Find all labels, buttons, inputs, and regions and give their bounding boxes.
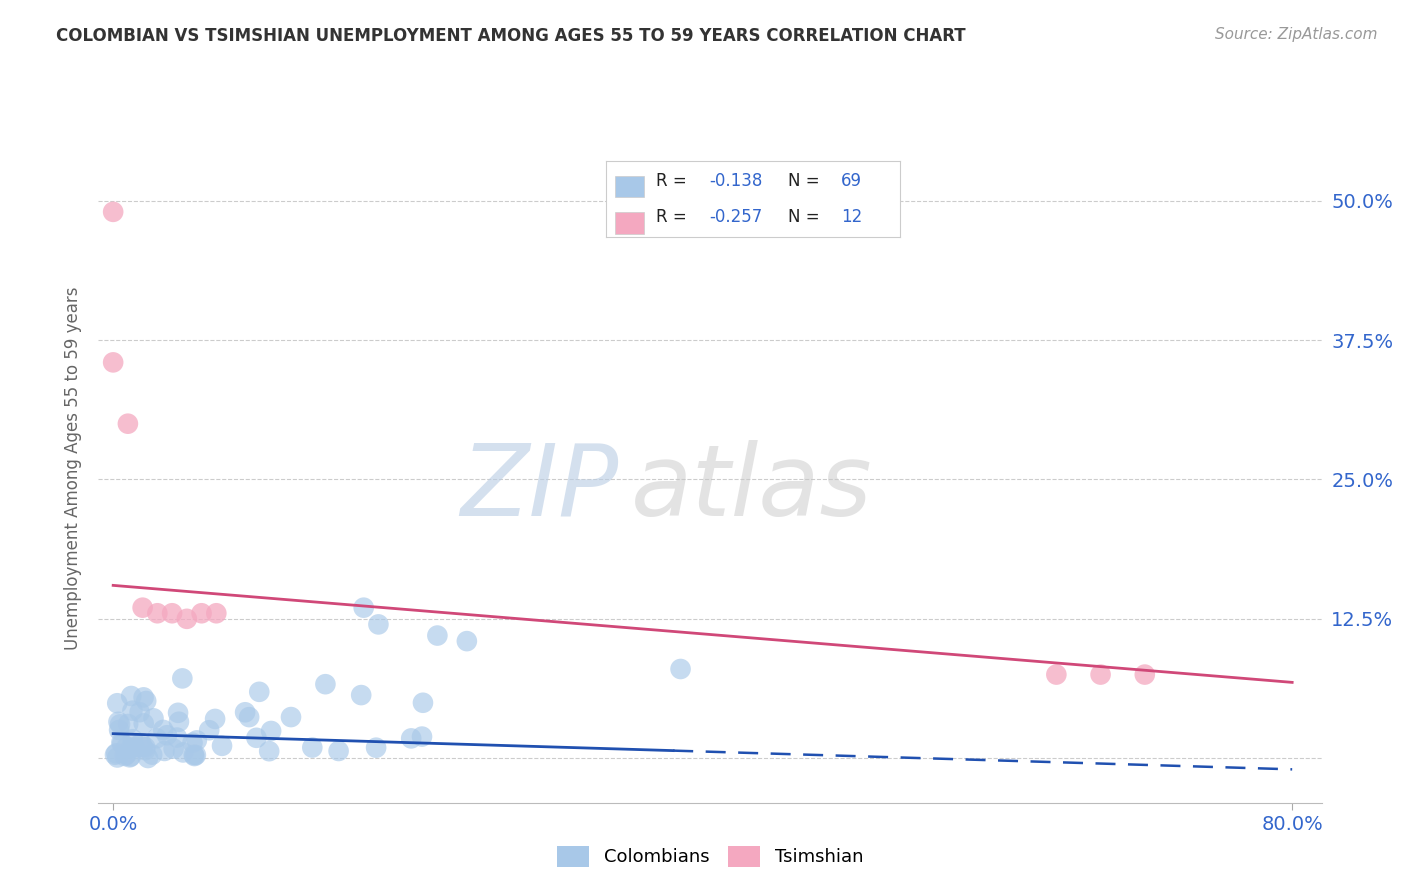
- Point: [105, 750, 128, 764]
- Point: [669, 662, 692, 676]
- Point: [412, 696, 434, 710]
- Point: [118, 750, 141, 764]
- Point: [128, 705, 150, 719]
- Point: [184, 747, 207, 762]
- Point: [204, 712, 226, 726]
- Point: [426, 628, 449, 642]
- Point: [247, 685, 270, 699]
- Point: [104, 747, 127, 762]
- Point: [328, 744, 350, 758]
- Point: [134, 740, 156, 755]
- Point: [166, 731, 188, 745]
- Point: [172, 672, 194, 686]
- Point: [129, 736, 152, 750]
- Point: [257, 744, 280, 758]
- Point: [1133, 667, 1156, 681]
- Point: [183, 749, 205, 764]
- Point: [1090, 667, 1112, 681]
- Point: [131, 739, 153, 754]
- Text: COLOMBIAN VS TSIMSHIAN UNEMPLOYMENT AMONG AGES 55 TO 59 YEARS CORRELATION CHART: COLOMBIAN VS TSIMSHIAN UNEMPLOYMENT AMON…: [56, 27, 966, 45]
- Point: [110, 736, 132, 750]
- Point: [152, 723, 174, 737]
- Point: [134, 743, 156, 757]
- Point: [101, 205, 124, 219]
- Point: [114, 748, 136, 763]
- Point: [117, 417, 139, 431]
- Point: [167, 706, 190, 720]
- Point: [156, 728, 179, 742]
- Point: [1045, 667, 1067, 681]
- Text: Source: ZipAtlas.com: Source: ZipAtlas.com: [1215, 27, 1378, 42]
- Point: [145, 731, 167, 746]
- Legend: Colombians, Tsimshian: Colombians, Tsimshian: [550, 838, 870, 874]
- Point: [172, 746, 194, 760]
- Point: [121, 704, 143, 718]
- Y-axis label: Unemployment Among Ages 55 to 59 years: Unemployment Among Ages 55 to 59 years: [63, 286, 82, 650]
- Point: [141, 747, 163, 762]
- Point: [181, 736, 204, 750]
- Point: [135, 694, 157, 708]
- Point: [107, 714, 129, 729]
- Point: [153, 744, 176, 758]
- Point: [411, 730, 433, 744]
- Point: [122, 739, 145, 754]
- Point: [198, 723, 221, 738]
- Point: [301, 740, 323, 755]
- Point: [183, 747, 205, 762]
- Point: [260, 723, 283, 738]
- Point: [238, 710, 260, 724]
- Point: [205, 607, 228, 621]
- Point: [105, 696, 128, 710]
- Text: ZIP: ZIP: [460, 440, 619, 537]
- Point: [108, 723, 131, 737]
- Point: [121, 732, 143, 747]
- Point: [105, 747, 128, 761]
- Point: [132, 690, 155, 705]
- Text: atlas: atlas: [630, 440, 872, 537]
- Point: [115, 740, 138, 755]
- Point: [101, 355, 124, 369]
- Point: [176, 612, 198, 626]
- Point: [366, 740, 388, 755]
- Point: [120, 689, 142, 703]
- Point: [131, 600, 153, 615]
- Point: [120, 749, 142, 764]
- Point: [136, 751, 159, 765]
- Point: [117, 717, 139, 731]
- Point: [350, 688, 373, 702]
- Point: [115, 747, 138, 762]
- Point: [456, 634, 478, 648]
- Point: [186, 733, 208, 747]
- Point: [399, 731, 422, 746]
- Point: [353, 600, 375, 615]
- Point: [132, 716, 155, 731]
- Point: [162, 741, 184, 756]
- Point: [142, 711, 165, 725]
- Point: [120, 740, 142, 755]
- Point: [146, 607, 169, 621]
- Point: [108, 717, 131, 731]
- Point: [167, 714, 190, 729]
- Point: [160, 607, 183, 621]
- Point: [211, 739, 233, 753]
- Point: [280, 710, 302, 724]
- Point: [233, 706, 256, 720]
- Point: [111, 736, 134, 750]
- Point: [190, 607, 212, 621]
- Point: [245, 731, 267, 745]
- Point: [314, 677, 336, 691]
- Point: [367, 617, 389, 632]
